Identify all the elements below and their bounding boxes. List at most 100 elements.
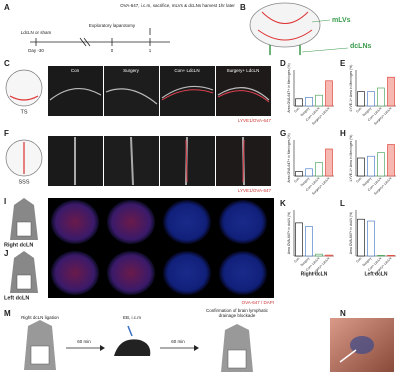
bar: [357, 157, 365, 177]
micrograph: [219, 200, 267, 244]
bar: [325, 80, 333, 107]
sinus: [9, 95, 39, 101]
micrograph: [51, 200, 99, 244]
timeline-note: OVA-647, i.c.m, sacrifice, mLVs & dcLNs …: [120, 3, 235, 8]
step-text: Confirmation of brain lymphatic drainage…: [205, 308, 269, 318]
y-axis-label: LYVE-1+ Area in Meninges (%): [349, 135, 353, 182]
panel-label: D: [280, 59, 286, 68]
panel-label: A: [4, 3, 10, 12]
panel-label: K: [280, 199, 286, 208]
column-label: Con: [71, 68, 80, 73]
panel-label: H: [340, 129, 346, 138]
bar: [377, 152, 385, 177]
region-label: TS: [20, 109, 27, 115]
lymph-node-images: [48, 198, 274, 298]
bar: [387, 255, 395, 257]
bar: [315, 94, 323, 107]
x-tick-label: Con: [355, 106, 362, 113]
panel-label: M: [4, 309, 11, 318]
panel-label: G: [280, 129, 286, 138]
panel-label: B: [240, 3, 246, 12]
step-text: 60 min: [171, 339, 185, 344]
panel-label: F: [4, 129, 9, 138]
stain-label: LYVE1/OVA-647: [238, 118, 272, 123]
break: [83, 37, 91, 47]
neck-schematic: [227, 349, 247, 369]
pointer: [311, 19, 331, 23]
x-axis-label: Left dcLN: [364, 271, 387, 277]
y-axis-label: Area OVA-647+ in dcLN (%): [349, 212, 353, 254]
vessel-signal: [74, 136, 245, 186]
bar: [377, 255, 385, 257]
bar: [295, 222, 303, 257]
step-text: 60 min: [77, 339, 91, 344]
x-tick-label: Con: [355, 256, 362, 263]
micrograph: [163, 251, 211, 295]
bar: [305, 97, 313, 107]
bar: [315, 253, 323, 257]
vessel-signal: [49, 85, 270, 105]
row-label: Right dcLN: [4, 242, 33, 248]
lymph-node: [269, 45, 301, 55]
bar: [357, 91, 365, 107]
label: mLVs: [332, 17, 351, 24]
micrograph: [107, 251, 155, 295]
bar: [295, 98, 303, 107]
x-tick-label: Surgery: [362, 256, 373, 267]
column-label: Con+ LdcLN: [174, 68, 199, 73]
timeline-text: 1: [149, 48, 152, 53]
micrograph-row: [48, 136, 271, 186]
micrograph: [219, 251, 267, 295]
ova-signal: [185, 139, 245, 183]
y-axis-label: Area OVA-647+ in Meninges (%): [287, 133, 291, 182]
stain-label: OVA-647 / DAPI: [242, 300, 274, 305]
timeline-text: Day -30: [28, 48, 44, 53]
bar: [367, 91, 375, 107]
timeline-text: 0: [111, 48, 114, 53]
region-label: SSS: [18, 179, 29, 185]
micrograph: [163, 200, 211, 244]
micrograph-row: [48, 66, 271, 116]
panel-label: L: [340, 199, 345, 208]
arrow-head: [100, 345, 105, 351]
vessel: [257, 11, 313, 41]
bar: [315, 162, 323, 177]
panel-label: E: [340, 59, 346, 68]
x-tick-label: Surgery: [300, 106, 311, 117]
arrow-head: [194, 345, 199, 351]
timeline-text: LdcLN or sham: [21, 30, 52, 35]
y-axis-label: LYVE-1+ Area in Meninges (%): [349, 65, 353, 112]
x-tick-label: Con: [293, 256, 300, 263]
bar: [305, 226, 313, 257]
x-tick-label: Surgery: [362, 106, 373, 117]
step-note: Confirmation of brain lymphatic drainage…: [205, 308, 269, 318]
neck-schematic: [16, 274, 32, 290]
y-axis-label: Area OVA-647+ in dcLN (%): [287, 212, 291, 254]
column-label: Surgery: [123, 68, 140, 73]
x-tick-label: Con: [293, 106, 300, 113]
x-tick-label: Con: [355, 176, 362, 183]
timeline-text: OVA-647, i.c.m, sacrifice, mLVs & dcLNs …: [120, 3, 235, 8]
micrograph: [48, 66, 103, 116]
x-tick-label: Surgery: [300, 176, 311, 187]
bar: [325, 148, 333, 177]
skull-schematic: [5, 69, 43, 107]
bar: [387, 76, 395, 107]
panel-label: C: [4, 59, 10, 68]
micrograph: [51, 251, 99, 295]
label: dcLNs: [350, 43, 372, 50]
bar: [377, 87, 385, 107]
break: [79, 37, 87, 47]
step-text: EB, i.c.m: [123, 315, 141, 320]
bar: [367, 220, 375, 257]
x-tick-label: Surgery: [362, 176, 373, 187]
bar: [367, 155, 375, 177]
timeline-text: Exploratory laparotomy: [89, 23, 136, 28]
panel-label: N: [340, 309, 346, 318]
photo-detail: [350, 336, 374, 354]
x-tick-label: Con: [293, 176, 300, 183]
neck-schematic: [30, 345, 50, 365]
bar: [357, 218, 365, 257]
